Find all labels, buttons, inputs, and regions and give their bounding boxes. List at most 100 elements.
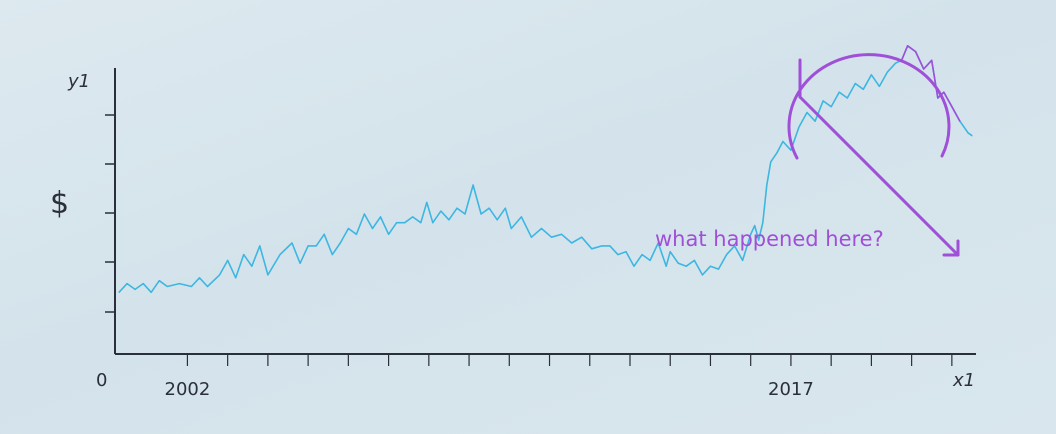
data-point <box>227 259 229 261</box>
data-point <box>806 111 808 114</box>
data-point <box>279 254 281 256</box>
data-point <box>448 219 450 221</box>
data-point <box>150 291 152 293</box>
data-point <box>472 184 474 186</box>
data-point <box>307 245 309 247</box>
data-point <box>951 106 953 108</box>
data-point <box>665 265 667 267</box>
data-point <box>267 274 269 276</box>
data-point <box>617 254 619 256</box>
data-point <box>915 51 917 53</box>
data-point <box>822 100 824 102</box>
data-point <box>971 135 973 137</box>
data-point <box>243 254 245 256</box>
series-line <box>118 44 973 294</box>
data-point <box>251 265 253 267</box>
data-point <box>854 82 856 85</box>
data-point <box>134 288 136 290</box>
series-1 <box>900 44 961 122</box>
data-point <box>581 236 583 238</box>
data-point <box>657 242 659 244</box>
data-point <box>862 88 864 90</box>
data-point <box>530 236 533 238</box>
data-point <box>190 285 192 288</box>
data-point <box>601 245 603 247</box>
data-point <box>291 242 293 244</box>
y-unit-symbol: $ <box>50 186 69 221</box>
data-point <box>750 233 752 235</box>
data-point <box>709 265 712 267</box>
series-0 <box>118 44 973 294</box>
data-point <box>331 254 333 256</box>
data-point <box>677 262 679 264</box>
data-point <box>734 245 736 247</box>
data-point <box>776 152 778 154</box>
annotation: what happened here? <box>655 53 960 257</box>
data-point <box>379 216 382 218</box>
data-point <box>388 233 390 235</box>
annotation-circle <box>787 53 951 160</box>
annotation-text: what happened here? <box>655 227 884 251</box>
data-point <box>323 233 325 235</box>
chart-axes <box>105 68 976 366</box>
data-point <box>371 227 374 230</box>
data-point <box>363 213 365 215</box>
data-point <box>625 251 627 253</box>
data-point <box>396 222 398 224</box>
x-tick-label: 2017 <box>768 379 814 400</box>
data-point <box>766 184 768 186</box>
data-point <box>426 201 428 203</box>
series-line <box>900 44 961 122</box>
data-point <box>339 242 341 244</box>
data-point <box>178 283 180 285</box>
data-point <box>591 248 593 250</box>
data-point <box>886 71 889 73</box>
data-point <box>347 227 349 230</box>
data-point <box>878 85 881 87</box>
data-point <box>540 227 543 230</box>
data-point <box>959 120 961 122</box>
data-point <box>717 268 720 270</box>
data-point <box>633 265 635 267</box>
data-point <box>259 245 261 247</box>
data-point <box>609 245 611 247</box>
data-point <box>504 207 506 209</box>
y-ticks <box>105 114 115 313</box>
data-point <box>782 140 784 143</box>
data-point <box>967 132 969 134</box>
data-point <box>412 216 414 218</box>
x-axis-label: x1 <box>952 370 975 391</box>
data-point <box>456 207 458 209</box>
data-point <box>118 291 120 293</box>
data-point <box>550 236 553 238</box>
data-point <box>480 213 482 215</box>
data-point <box>496 219 498 221</box>
data-point <box>649 259 651 261</box>
data-point <box>235 277 237 279</box>
data-point <box>790 149 792 151</box>
data-point <box>701 274 704 276</box>
data-point <box>561 233 563 235</box>
data-point <box>943 91 945 93</box>
data-point <box>742 259 744 261</box>
data-point <box>937 97 939 99</box>
data-point <box>754 225 756 227</box>
data-point <box>315 245 317 247</box>
data-point <box>142 283 144 285</box>
data-point <box>931 59 933 61</box>
data-point <box>693 259 696 261</box>
data-point <box>198 277 201 279</box>
annotation-arrowhead <box>942 239 960 257</box>
data-point <box>798 126 800 128</box>
data-point <box>520 216 523 218</box>
data-point <box>762 222 764 224</box>
data-point <box>641 254 643 256</box>
data-point <box>126 283 128 285</box>
data-point <box>870 74 873 76</box>
data-point <box>404 222 406 224</box>
data-point <box>758 239 760 241</box>
data-point <box>206 285 209 288</box>
data-point <box>846 97 848 99</box>
data-point <box>838 91 840 93</box>
